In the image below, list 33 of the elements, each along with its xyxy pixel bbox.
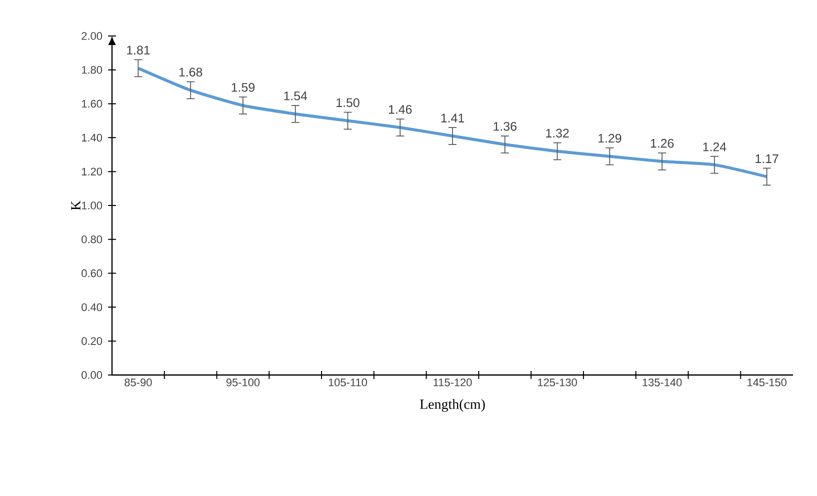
y-tick-label: 1.20 (82, 168, 102, 176)
data-label: 1.24 (703, 142, 726, 152)
x-tick-label: 125-130 (538, 378, 577, 386)
y-tick-label: 0.60 (82, 269, 102, 278)
data-label: 1.29 (598, 134, 622, 143)
y-tick-label: 0.20 (82, 337, 102, 345)
x-tick-label: 95-100 (226, 378, 260, 386)
x-tick-label: 115-120 (434, 378, 472, 386)
data-label: 1.46 (388, 105, 412, 114)
x-tick-label: 85-90 (124, 378, 152, 386)
data-label: 1.50 (336, 98, 360, 108)
data-label: 1.68 (179, 68, 202, 77)
x-tick-label: 135-140 (642, 378, 682, 386)
y-tick-label: 0.80 (82, 236, 102, 244)
y-tick-label: 0.00 (82, 371, 102, 379)
x-tick-label: 105-110 (328, 378, 367, 386)
y-tick-label: 0.40 (82, 303, 102, 312)
y-tick-label: 1.00 (82, 202, 102, 210)
y-tick-label: 1.40 (82, 134, 102, 142)
data-label: 1.17 (756, 154, 778, 163)
data-label: 1.41 (441, 114, 464, 122)
y-tick-label: 1.80 (82, 66, 102, 74)
x-axis-title: Length(cm) (420, 399, 485, 412)
data-label: 1.32 (546, 128, 569, 138)
data-label: 1.26 (650, 138, 674, 148)
y-tick-label: 1.60 (82, 100, 102, 108)
data-label: 1.54 (284, 92, 308, 100)
y-tick-label: 2.00 (82, 32, 102, 40)
x-tick-label: 145-150 (748, 378, 786, 386)
data-label: 1.59 (232, 82, 255, 92)
data-label: 1.36 (494, 122, 516, 131)
y-axis-title: K (71, 200, 80, 210)
data-label: 1.81 (127, 46, 150, 55)
